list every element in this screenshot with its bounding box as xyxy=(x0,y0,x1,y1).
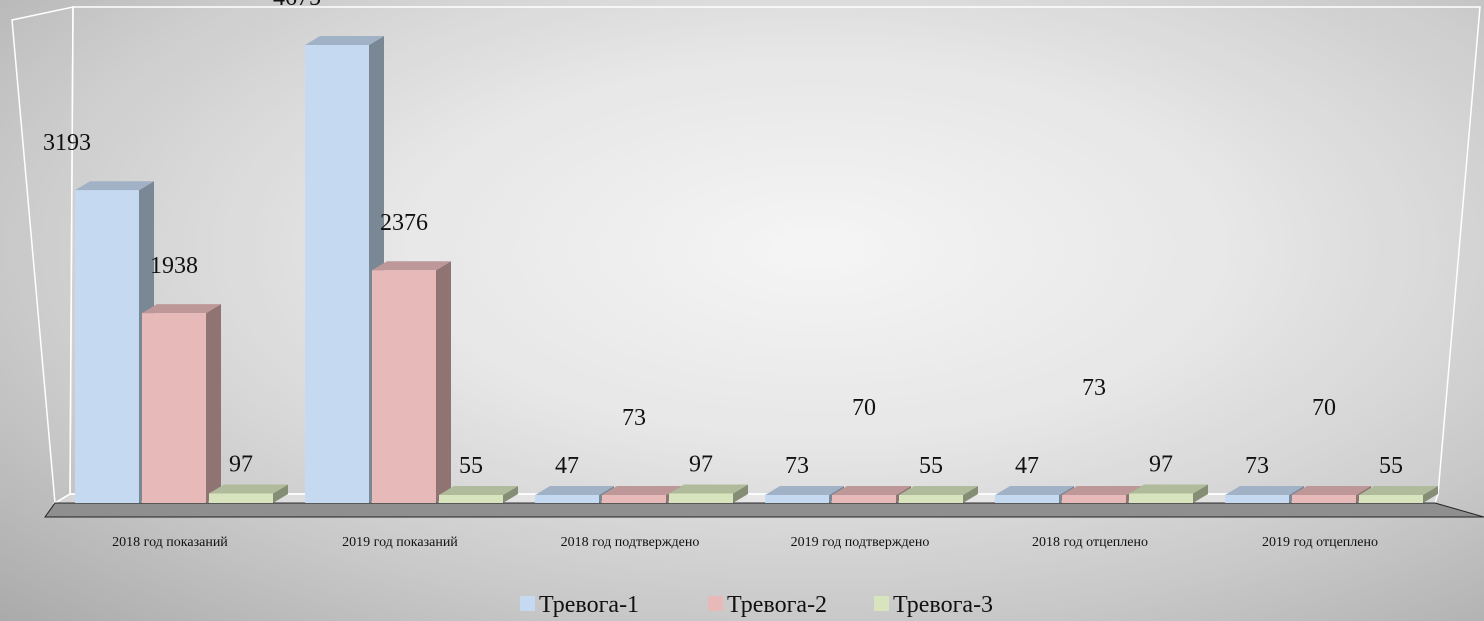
bar-2-1 xyxy=(142,304,221,503)
bar-side xyxy=(436,261,451,503)
bar-top xyxy=(439,486,518,495)
bar-top xyxy=(75,181,154,191)
data-label: 55 xyxy=(459,453,483,479)
bar-side xyxy=(206,304,221,503)
bar-3-1 xyxy=(209,484,288,503)
bar-3-5 xyxy=(1129,484,1208,503)
x-tick-label: 2019 год подтверждено xyxy=(791,535,930,550)
data-label: 73 xyxy=(1082,375,1106,401)
legend-swatch xyxy=(708,596,723,611)
legend: Тревога-1 Тревога-2 Тревога-3 xyxy=(520,592,993,618)
bar-front xyxy=(765,495,829,503)
bar-side xyxy=(1193,484,1208,503)
chart-walls xyxy=(11,6,1484,518)
bar-front xyxy=(1359,495,1423,503)
data-labels: 3193 1938 97 4675 2376 55 47 73 97 73 70 55 47 73 97 73… xyxy=(43,0,1403,479)
data-label: 70 xyxy=(852,395,876,421)
bar-top xyxy=(765,486,844,495)
data-label: 2376 xyxy=(380,210,428,236)
bar-front xyxy=(535,495,599,503)
bar-3-4 xyxy=(899,486,978,503)
bar-front xyxy=(669,493,733,503)
bar-side xyxy=(1423,486,1438,503)
bar-top xyxy=(372,261,451,271)
bar-side xyxy=(503,486,518,503)
legend-swatch xyxy=(874,596,889,611)
bar-front xyxy=(305,45,369,503)
bar-top xyxy=(305,36,384,45)
bar-top xyxy=(1359,486,1438,495)
legend-item: Тревога-2 xyxy=(708,592,827,618)
bar-top xyxy=(1225,486,1304,495)
bar-front xyxy=(602,495,666,503)
data-label: 47 xyxy=(555,453,579,479)
x-axis-tick-labels: 2018 год показаний 2019 год показаний 2018… xyxy=(112,535,1378,550)
data-label: 55 xyxy=(919,453,943,479)
x-tick-label: 2018 год подтверждено xyxy=(561,535,700,550)
bar-top xyxy=(602,486,681,495)
side-wall xyxy=(11,6,74,505)
data-label: 97 xyxy=(1149,451,1173,477)
legend-swatch xyxy=(520,596,535,611)
bar-top xyxy=(535,486,614,495)
data-label: 97 xyxy=(689,451,713,477)
bar-front xyxy=(995,495,1059,503)
bar-front xyxy=(142,313,206,503)
data-label: 70 xyxy=(1312,395,1336,421)
bar-front xyxy=(1062,495,1126,503)
bar-side xyxy=(963,486,978,503)
bar-top xyxy=(1062,486,1141,495)
x-tick-label: 2018 год показаний xyxy=(112,535,228,550)
bar-top xyxy=(1129,484,1208,494)
bar-front xyxy=(899,495,963,503)
bar-front xyxy=(1292,495,1356,503)
bar-top xyxy=(142,304,221,314)
data-label: 73 xyxy=(622,405,646,431)
x-tick-label: 2019 год показаний xyxy=(342,535,458,550)
data-label: 73 xyxy=(785,453,809,479)
bar-top xyxy=(832,486,911,495)
data-label: 4675 xyxy=(273,0,321,11)
bar-3-6 xyxy=(1359,486,1438,503)
bar-top xyxy=(1292,486,1371,495)
floor-front-edge xyxy=(44,502,1484,518)
bar-front xyxy=(75,190,139,503)
data-label: 3193 xyxy=(43,130,91,156)
x-tick-label: 2018 год отцеплено xyxy=(1032,535,1148,550)
bar-top xyxy=(669,484,748,494)
back-wall xyxy=(69,6,1481,495)
bar-2-2 xyxy=(372,261,451,503)
bar-front xyxy=(439,495,503,503)
data-label: 73 xyxy=(1245,453,1269,479)
bar-front xyxy=(372,270,436,503)
bar-top xyxy=(209,484,288,494)
data-label: 47 xyxy=(1015,453,1039,479)
bar-front xyxy=(1129,493,1193,503)
bar-side xyxy=(733,484,748,503)
data-label: 97 xyxy=(229,451,253,477)
data-label: 55 xyxy=(1379,453,1403,479)
data-label: 1938 xyxy=(150,253,198,279)
bar-3-3 xyxy=(669,484,748,503)
bar-front xyxy=(832,495,896,503)
legend-label: Тревога-2 xyxy=(727,592,827,618)
bar-front xyxy=(209,493,273,503)
legend-label: Тревога-3 xyxy=(893,592,993,618)
legend-label: Тревога-1 xyxy=(539,592,639,618)
bars xyxy=(75,36,1438,503)
legend-item: Тревога-3 xyxy=(874,592,993,618)
bar-3-2 xyxy=(439,486,518,503)
bar-front xyxy=(1225,495,1289,503)
bar-top xyxy=(995,486,1074,495)
x-tick-label: 2019 год отцеплено xyxy=(1262,535,1378,550)
bar-top xyxy=(899,486,978,495)
bar-side xyxy=(273,484,288,503)
legend-item: Тревога-1 xyxy=(520,592,639,618)
